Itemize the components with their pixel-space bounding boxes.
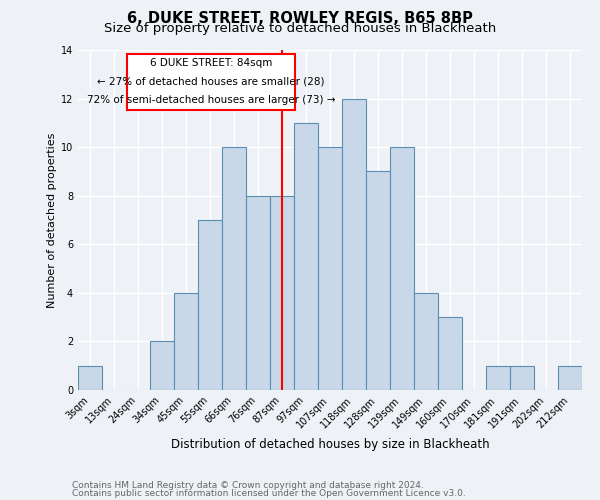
Text: 72% of semi-detached houses are larger (73) →: 72% of semi-detached houses are larger (… (87, 95, 335, 105)
Bar (150, 342, 174, 390)
Bar (558, 366, 582, 390)
Bar (222, 147, 246, 390)
Bar (198, 220, 222, 390)
Bar (246, 196, 270, 390)
Bar (174, 293, 198, 390)
Text: ← 27% of detached houses are smaller (28): ← 27% of detached houses are smaller (28… (97, 76, 325, 86)
Text: 6 DUKE STREET: 84sqm: 6 DUKE STREET: 84sqm (150, 58, 272, 68)
Bar (510, 366, 534, 390)
Bar (486, 366, 510, 390)
Bar (342, 98, 366, 390)
Bar (390, 147, 414, 390)
Bar (78, 366, 102, 390)
Text: Contains HM Land Registry data © Crown copyright and database right 2024.: Contains HM Land Registry data © Crown c… (72, 480, 424, 490)
Text: Size of property relative to detached houses in Blackheath: Size of property relative to detached ho… (104, 22, 496, 35)
Text: 6, DUKE STREET, ROWLEY REGIS, B65 8BP: 6, DUKE STREET, ROWLEY REGIS, B65 8BP (127, 11, 473, 26)
Bar (438, 317, 462, 390)
FancyBboxPatch shape (127, 54, 295, 110)
Bar (318, 147, 342, 390)
Bar (270, 196, 294, 390)
Text: Contains public sector information licensed under the Open Government Licence v3: Contains public sector information licen… (72, 490, 466, 498)
X-axis label: Distribution of detached houses by size in Blackheath: Distribution of detached houses by size … (170, 438, 490, 451)
Bar (366, 172, 390, 390)
Y-axis label: Number of detached properties: Number of detached properties (47, 132, 56, 308)
Bar (294, 123, 318, 390)
Bar (414, 293, 438, 390)
